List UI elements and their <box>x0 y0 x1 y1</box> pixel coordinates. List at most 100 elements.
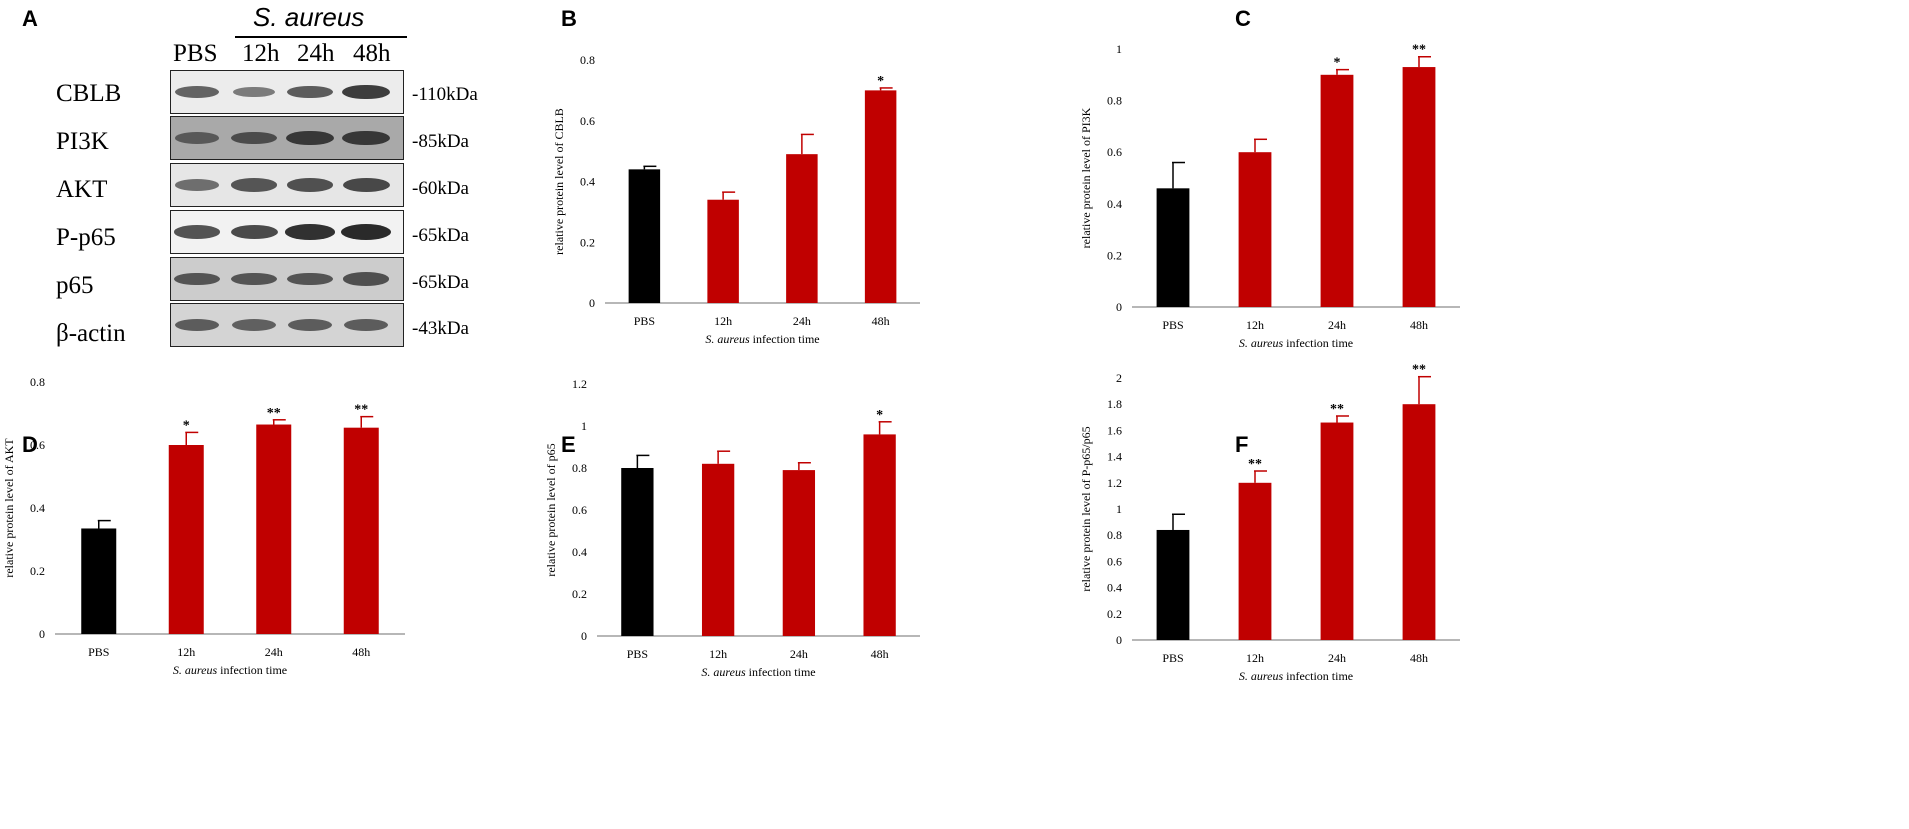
y-tick-label: 1 <box>581 419 587 433</box>
y-tick-label: 0.8 <box>572 461 587 475</box>
significance-marker: * <box>183 418 190 433</box>
x-tick-label: 24h <box>790 647 808 661</box>
kda-marker: -65kDa <box>412 272 469 293</box>
x-tick-label: 48h <box>1410 651 1428 665</box>
bar <box>1320 74 1354 307</box>
y-tick-label: 0.6 <box>572 503 587 517</box>
x-tick-label: 24h <box>1328 318 1346 332</box>
x-axis-title-rest: infection time <box>1283 336 1353 350</box>
blot-row-label: P-p65 <box>56 224 116 251</box>
significance-marker: ** <box>1330 402 1344 417</box>
bar <box>1238 152 1272 307</box>
y-tick-label: 1.6 <box>1107 423 1122 437</box>
x-tick-label: 12h <box>714 314 732 328</box>
blot-band <box>175 132 219 144</box>
x-axis-title-rest: infection time <box>1283 669 1353 683</box>
blot-band <box>341 84 391 100</box>
lane-label: 12h <box>242 40 280 67</box>
x-tick-label: PBS <box>1162 318 1183 332</box>
y-tick-label: 0.4 <box>1107 581 1122 595</box>
blot-band <box>232 86 276 98</box>
y-tick-label: 0.4 <box>580 175 595 189</box>
panel-label-c: C <box>1235 6 1251 31</box>
y-tick-label: 1 <box>1116 42 1122 56</box>
bar <box>1402 404 1436 640</box>
x-axis-title-italic: S. aureus <box>173 663 218 677</box>
panel-label-a: A <box>22 6 38 31</box>
y-axis-title: relative protein level of AKT <box>2 438 16 578</box>
x-axis-title-italic: S. aureus <box>1239 669 1284 683</box>
blot-band <box>174 272 220 286</box>
significance-marker: * <box>1334 56 1341 71</box>
bar <box>1402 67 1436 307</box>
bar <box>628 169 661 303</box>
x-axis-title-rest: infection time <box>217 663 287 677</box>
y-tick-label: 0 <box>39 627 45 641</box>
bar <box>701 463 735 636</box>
panel-label-d: D <box>22 432 38 457</box>
y-axis-title: relative protein level of PI3K <box>1079 107 1093 248</box>
blot-band <box>341 224 391 240</box>
x-tick-label: 48h <box>352 645 370 659</box>
x-tick-label: 24h <box>793 314 811 328</box>
x-axis-title: S. aureus infection time <box>705 332 819 346</box>
x-axis-title: S. aureus infection time <box>1239 336 1353 350</box>
y-tick-label: 0.6 <box>580 114 595 128</box>
lane-label: 24h <box>297 40 335 67</box>
blot-band <box>343 318 389 332</box>
y-tick-label: 0 <box>581 629 587 643</box>
bar <box>1156 529 1190 640</box>
blot-row-label: p65 <box>56 272 94 299</box>
blot-band <box>342 178 390 192</box>
y-tick-label: 0.2 <box>572 587 587 601</box>
kda-marker: -110kDa <box>412 84 478 105</box>
bar <box>1238 482 1272 640</box>
y-axis-title: relative protein level of CBLB <box>552 108 566 255</box>
y-tick-label: 0.4 <box>1107 197 1122 211</box>
bar <box>782 470 816 636</box>
x-tick-label: 24h <box>1328 651 1346 665</box>
blot-band <box>286 178 334 192</box>
y-tick-label: 0 <box>589 296 595 310</box>
panel-label-e: E <box>561 432 576 457</box>
y-axis-title: relative protein level of P-p65/p65 <box>1079 426 1093 591</box>
x-axis-title: S. aureus infection time <box>173 663 287 677</box>
significance-marker: * <box>876 408 883 423</box>
bar <box>1320 422 1354 640</box>
treatment-header-line <box>235 36 407 38</box>
blot-band <box>174 318 220 332</box>
kda-marker: -43kDa <box>412 318 469 339</box>
y-tick-label: 0.8 <box>580 53 595 67</box>
x-tick-label: 12h <box>1246 318 1264 332</box>
x-tick-label: 12h <box>177 645 195 659</box>
kda-marker: -85kDa <box>412 131 469 152</box>
bar <box>343 427 379 634</box>
blot-row-label: CBLB <box>56 80 122 107</box>
bar <box>1156 188 1190 307</box>
bar <box>168 445 204 634</box>
chart-p-p65-ratio: 0 0.2 0.4 0.6 0.8 1 1.2 1.4 1.6 1.8 2 PBS ** 12h ** 24h… <box>1079 363 1460 683</box>
y-tick-label: 0.4 <box>572 545 587 559</box>
y-tick-label: 0.4 <box>30 501 45 515</box>
blot-band <box>287 272 333 286</box>
x-tick-label: PBS <box>88 645 109 659</box>
y-tick-label: 0.6 <box>30 438 45 452</box>
x-axis-title: S. aureus infection time <box>701 665 815 679</box>
y-tick-label: 0 <box>1116 300 1122 314</box>
y-tick-label: 0.8 <box>1107 528 1122 542</box>
chart-cblb: 0 0.2 0.4 0.6 0.8 PBS 12h 24h * 48h S. aureus infe… <box>552 53 920 346</box>
y-tick-label: 0.2 <box>1107 607 1122 621</box>
y-tick-label: 1.2 <box>572 377 587 391</box>
kda-marker: -60kDa <box>412 178 469 199</box>
y-tick-label: 0.6 <box>1107 145 1122 159</box>
blot-band <box>175 179 219 191</box>
x-axis-title-italic: S. aureus <box>701 665 746 679</box>
y-axis-title: relative protein level of p65 <box>544 443 558 576</box>
x-tick-label: 48h <box>872 314 890 328</box>
y-tick-label: 1.4 <box>1107 450 1122 464</box>
blot-band <box>341 130 391 146</box>
x-tick-label: PBS <box>1162 651 1183 665</box>
blot-band <box>343 272 389 286</box>
blot-band <box>231 178 277 192</box>
kda-marker: -65kDa <box>412 225 469 246</box>
